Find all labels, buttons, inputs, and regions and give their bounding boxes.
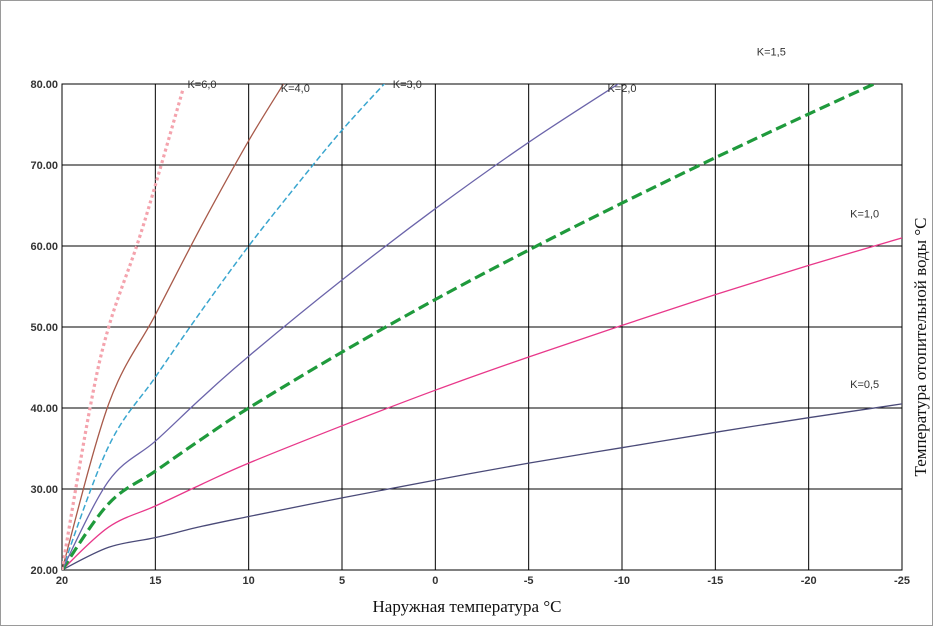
series-line-k-1-0 [62, 237, 902, 570]
x-tick-label: -20 [801, 575, 817, 587]
curve-label: K=2,0 [607, 83, 636, 95]
curves-layer [62, 84, 902, 570]
curve-label: K=4,0 [281, 83, 310, 95]
tick-labels: 20 15 10 5 0 -5 -10 -15 -20 -25 20.00 30.00 40.00 50.… [30, 79, 909, 587]
curve-labels: K=0,5 K=1,0 K=1,5 K=2,0 K=3,0 K=4,0 K=6,0 [187, 47, 879, 391]
y-tick-label: 40.00 [30, 403, 58, 415]
series-line-k-1-5 [62, 84, 875, 570]
x-tick-label: 5 [339, 575, 345, 587]
y-tick-label: 50.00 [30, 322, 58, 334]
curve-label: K=3,0 [393, 79, 422, 91]
x-tick-label: -10 [614, 575, 630, 587]
curve-label: K=6,0 [187, 79, 216, 91]
series-line-k-0-5 [62, 403, 902, 570]
series-line-k-2-0 [62, 84, 620, 570]
y-axis-title: Температура отопительной воды °C [911, 217, 930, 476]
x-tick-label: 20 [56, 575, 68, 587]
series-line-k-6-0 [62, 87, 185, 570]
x-tick-label: -25 [894, 575, 910, 587]
curve-label: K=0,5 [850, 379, 879, 391]
x-tick-label: 15 [149, 575, 161, 587]
x-tick-label: 10 [243, 575, 255, 587]
plot-border [61, 83, 903, 571]
y-tick-label: 20.00 [30, 565, 58, 577]
x-tick-label: -15 [707, 575, 723, 587]
y-tick-label: 60.00 [30, 241, 58, 253]
y-tick-label: 30.00 [30, 484, 58, 496]
x-tick-label: -5 [524, 575, 534, 587]
series-line-k-3-0 [62, 84, 386, 570]
y-tick-label: 70.00 [30, 160, 58, 172]
x-axis-title: Наружная температура °C [373, 597, 562, 616]
x-tick-label: 0 [432, 575, 438, 587]
curve-label: K=1,5 [757, 47, 786, 59]
y-tick-label: 80.00 [30, 79, 58, 91]
grid-lines [61, 83, 903, 571]
series-line-k-4-0 [62, 84, 285, 570]
curve-label: K=1,0 [850, 209, 879, 221]
